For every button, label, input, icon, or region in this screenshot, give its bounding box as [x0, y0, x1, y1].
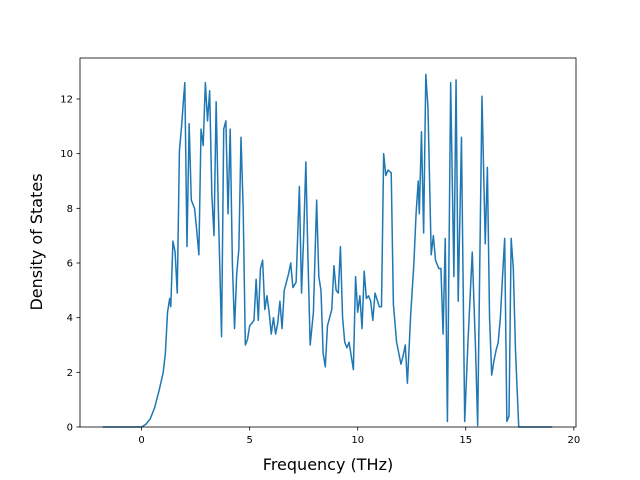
x-axis-label: Frequency (THz) [263, 455, 393, 474]
y-tick-label: 0 [67, 423, 73, 434]
x-tick-label: 5 [246, 435, 252, 446]
x-tick-label: 15 [459, 435, 472, 446]
y-tick-label: 2 [67, 368, 73, 379]
data-line [102, 73, 553, 428]
plot-frame [79, 57, 577, 428]
y-tick-label: 10 [60, 149, 73, 160]
y-axis-label: Density of States [27, 173, 46, 310]
x-tick-label: 10 [351, 435, 364, 446]
y-tick-label: 12 [60, 95, 73, 106]
x-tick-label: 20 [567, 435, 580, 446]
y-tick-label: 6 [67, 259, 73, 270]
x-tick-label: 0 [138, 435, 144, 446]
y-tick-label: 8 [67, 204, 73, 215]
y-tick-label: 4 [67, 313, 73, 324]
